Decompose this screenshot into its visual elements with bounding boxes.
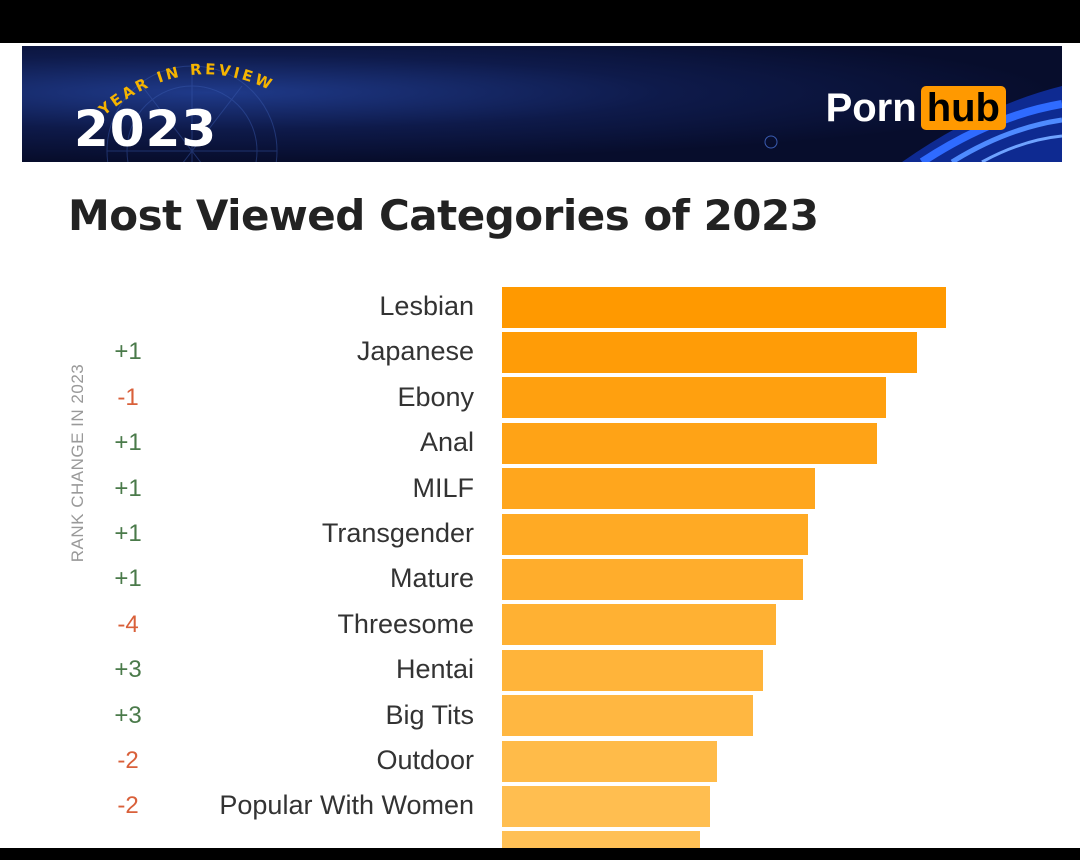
rank-change-label: -1 [117, 383, 139, 411]
rank-change-label: +3 [114, 701, 142, 729]
rank-change-label: -2 [117, 792, 139, 820]
category-label: Transgender [321, 518, 474, 548]
bar-anal [502, 422, 878, 464]
category-label: Japanese [356, 336, 474, 367]
bar-hentai [502, 649, 764, 691]
category-label: Ebony [397, 381, 474, 412]
bar-milf [502, 468, 816, 510]
bar-japanese [502, 331, 918, 373]
category-label: Lesbian [379, 291, 474, 321]
bottom-black-bar [0, 848, 1080, 860]
bar-ebony [502, 377, 887, 419]
category-label: Mature [389, 563, 474, 594]
bar-chart: Lesbian Japanese +1 Ebony -1 Anal +1 MILF +1 Tran… [0, 43, 1080, 848]
category-label: Hentai [395, 654, 474, 685]
top-black-bar [0, 0, 1080, 43]
rank-change-label: +1 [114, 474, 142, 502]
category-label: Popular With Women [219, 790, 474, 821]
infographic-page: YEAR IN REVIEW 2023 Porn hub Most Viewed… [0, 43, 1080, 848]
bar-threesome [502, 604, 776, 646]
year-in-review-banner: YEAR IN REVIEW 2023 Porn hub [22, 46, 1062, 162]
bar-mature [502, 558, 803, 600]
rank-change-label: +1 [114, 429, 142, 457]
category-label: Threesome [337, 608, 474, 639]
bar-big-tits [502, 695, 754, 737]
bar-next-cutoff [502, 831, 700, 848]
category-label: Big Tits [385, 699, 474, 730]
chart-title: Most Viewed Categories of 2023 [68, 191, 819, 240]
rank-change-label: +1 [114, 338, 142, 366]
bar-lesbian [502, 286, 946, 328]
bar-popular-with-women [502, 785, 710, 827]
rank-change-label: -2 [117, 747, 139, 774]
category-label: Outdoor [376, 745, 474, 775]
rank-change-label: +1 [114, 565, 142, 593]
rank-change-label: -4 [117, 610, 139, 638]
category-label: MILF [412, 472, 474, 503]
logo-text-part1: Porn [825, 86, 917, 130]
logo-text-part2: hub [920, 86, 1006, 130]
category-label: Anal [419, 427, 474, 458]
banner-year: 2023 [74, 100, 218, 158]
bar-transgender [502, 513, 809, 555]
rank-change-label: +1 [114, 520, 142, 547]
bar-outdoor [502, 740, 717, 782]
brand-logo: Porn hub [826, 86, 1006, 130]
rank-change-label: +3 [114, 656, 142, 684]
year-in-review-arc-text: YEAR IN REVIEW [95, 60, 275, 119]
